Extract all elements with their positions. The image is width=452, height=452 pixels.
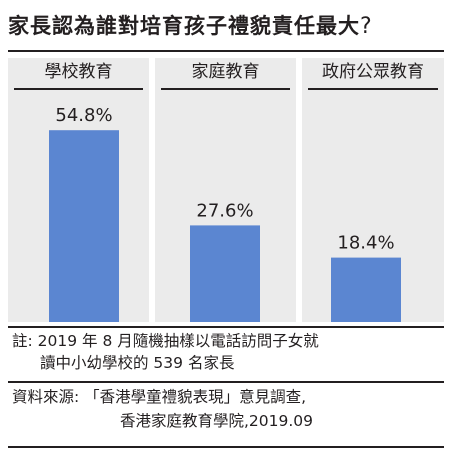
note-rule <box>8 326 444 328</box>
bar-0 <box>49 130 119 322</box>
footnote-line-1: 2019 年 8 月隨機抽樣以電話訪問子女就 <box>37 332 319 350</box>
panel-header-rule <box>308 88 438 90</box>
bar-1 <box>190 225 260 322</box>
bottom-rule <box>8 446 444 448</box>
source-line-1: 「香港學童禮貌表現」意見調查, <box>84 388 307 406</box>
footnote-prefix: 註: <box>12 332 33 350</box>
panel-header-rule <box>161 88 290 90</box>
footnote: 註: 2019 年 8 月隨機抽樣以電話訪問子女就 <box>12 330 319 352</box>
chart-title-question-mark: ? <box>360 14 373 39</box>
panel-family: 家庭教育 <box>155 58 296 322</box>
source-line-2: 香港家庭教育學院,2019.09 <box>120 412 314 430</box>
category-label-family: 家庭教育 <box>191 62 260 82</box>
category-label-school: 學校教育 <box>44 62 113 82</box>
source-prefix: 資料來源: <box>12 388 80 406</box>
chart-title: 家長認為誰對培育孩子禮貌責任最大? <box>8 10 444 40</box>
data-label-1: 27.6% <box>196 200 253 221</box>
data-label-2: 18.4% <box>337 233 394 254</box>
category-label-government: 政府公眾教育 <box>322 62 424 82</box>
title-rule <box>8 50 444 52</box>
chart-title-text: 家長認為誰對培育孩子禮貌責任最大 <box>8 14 360 38</box>
footnote-line-2: 讀中小幼學校的 539 名家長 <box>40 354 235 372</box>
data-label-0: 54.8% <box>55 105 112 126</box>
source: 資料來源: 「香港學童禮貌表現」意見調查, <box>12 386 306 408</box>
source-rule <box>8 381 444 383</box>
panel-header-rule <box>14 88 143 90</box>
bar-2 <box>331 257 401 322</box>
